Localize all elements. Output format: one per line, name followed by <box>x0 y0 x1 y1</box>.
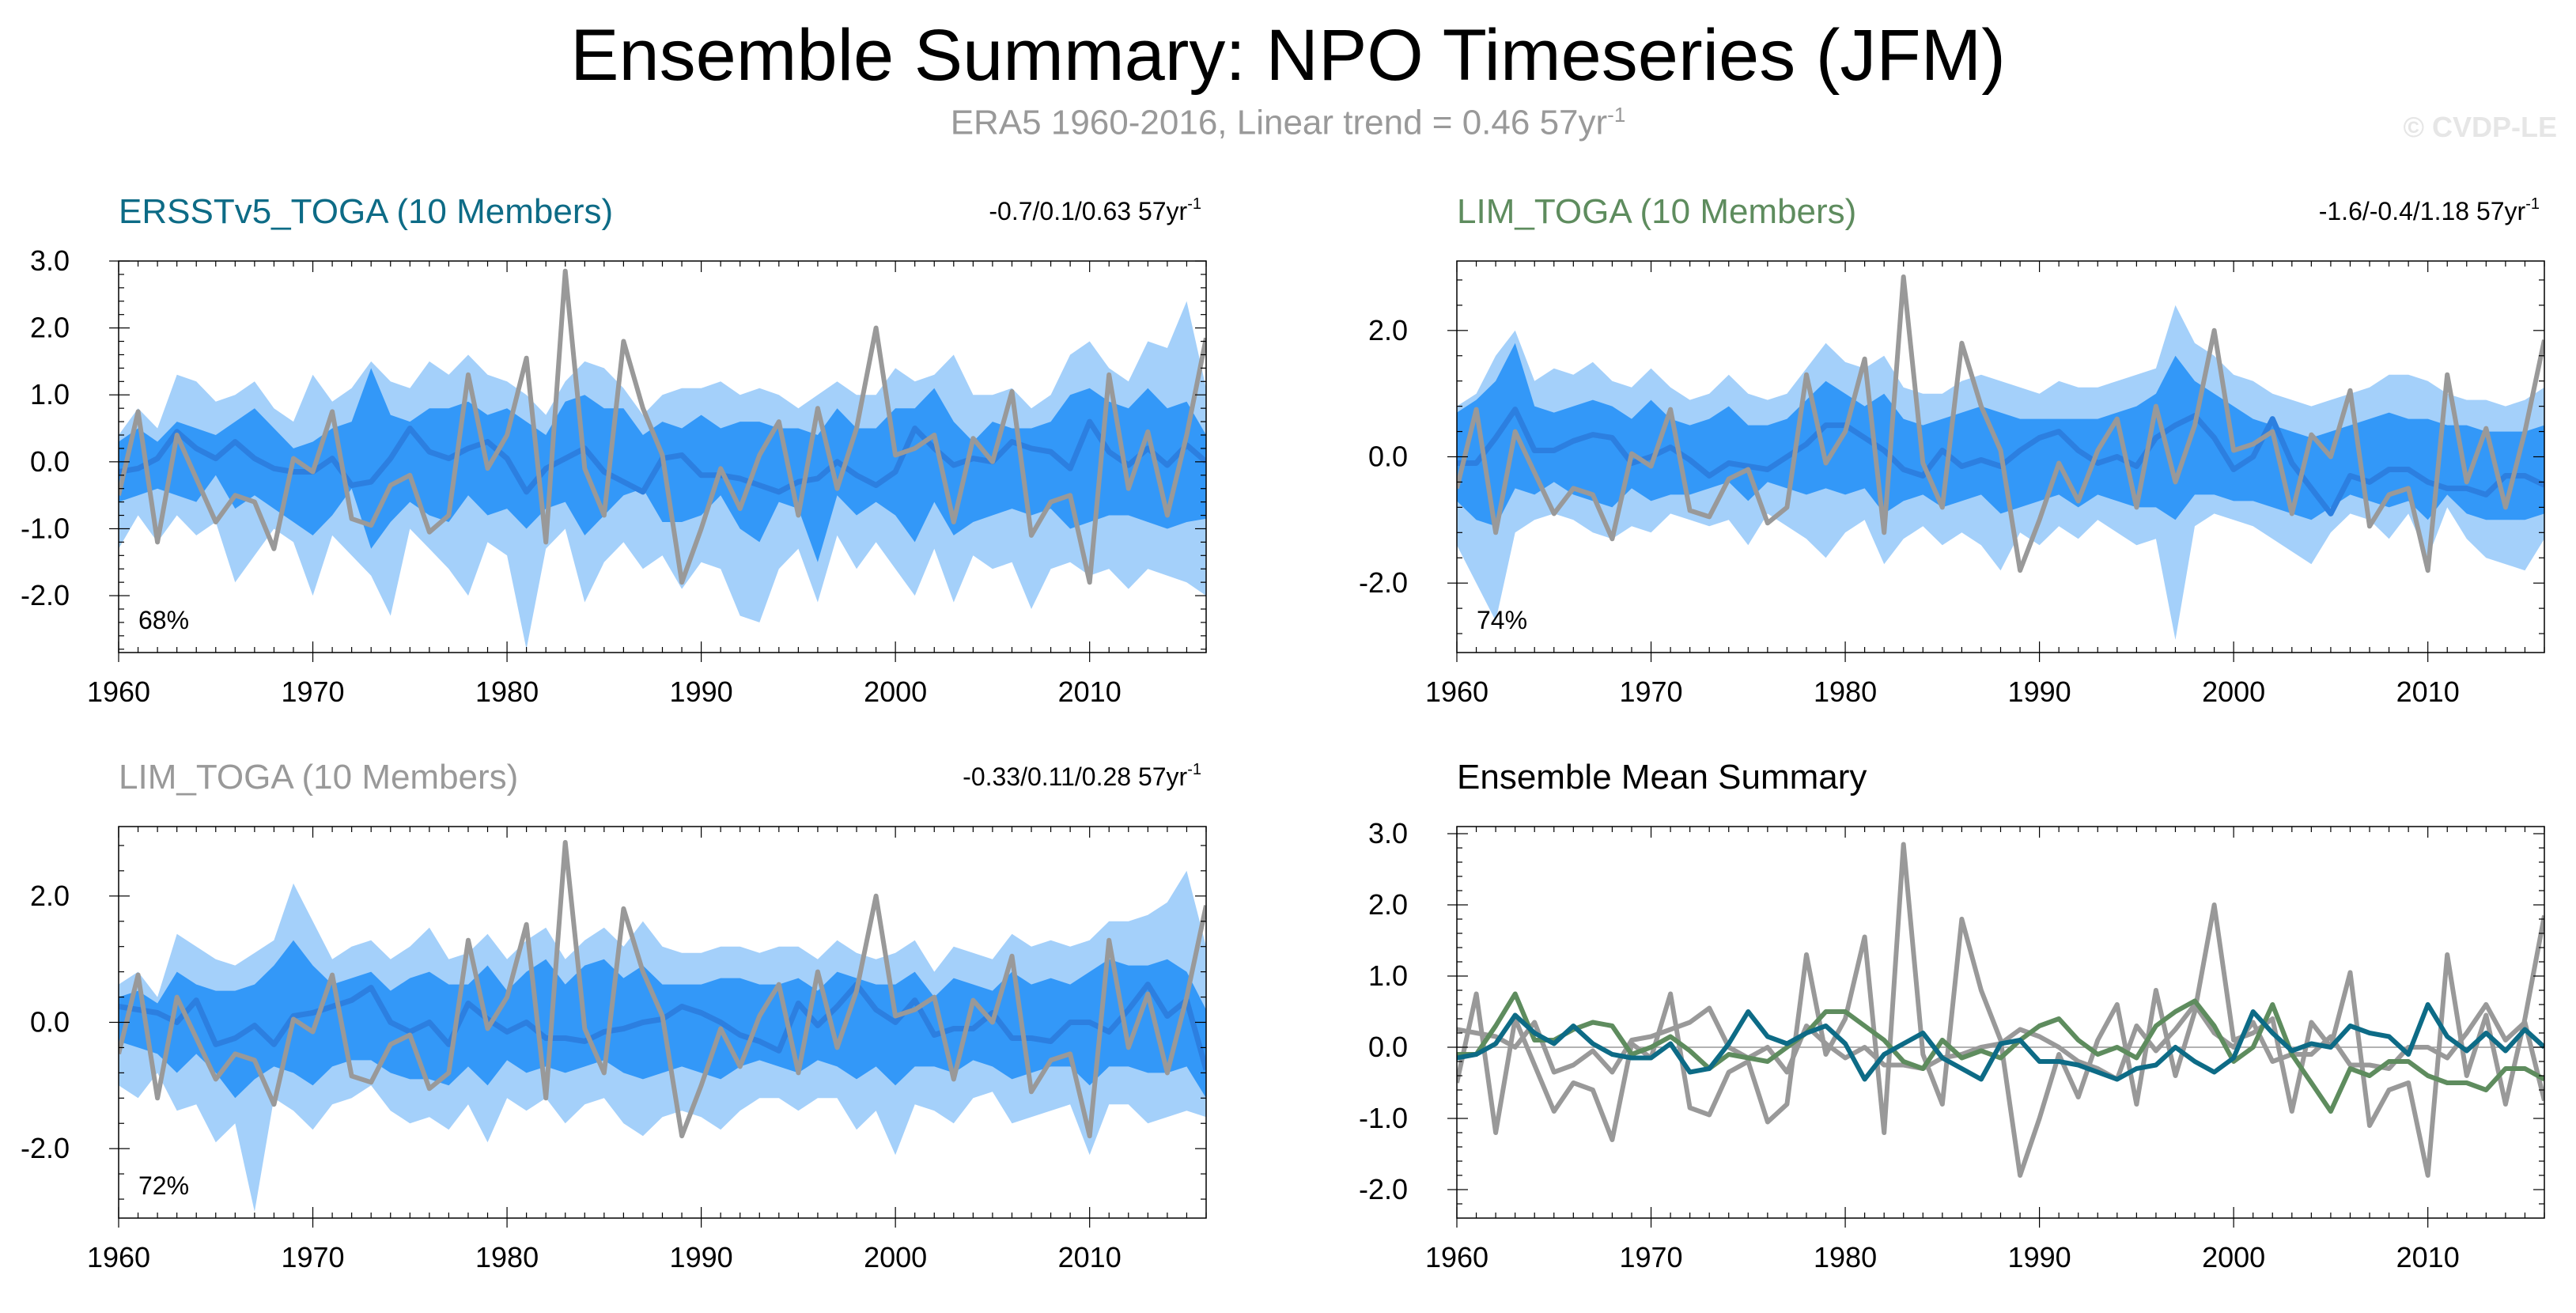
observed-line <box>119 268 1206 585</box>
x-tick-label: 1960 <box>1425 675 1488 708</box>
plot-area <box>1457 274 2544 640</box>
panel-title: Ensemble Mean Summary <box>1457 758 1867 797</box>
x-tick-label: 1970 <box>1619 675 1682 708</box>
y-tick-label: 2.0 <box>30 312 70 344</box>
subtitle-sup: -1 <box>1607 103 1626 127</box>
plot-area <box>119 268 1206 649</box>
y-tick-label: -1.0 <box>21 512 70 544</box>
trend-text: -1.6/-0.4/1.18 57yr <box>2319 197 2526 225</box>
x-tick-label: 1980 <box>475 1241 539 1273</box>
percent-label: 72% <box>138 1171 189 1200</box>
panel-LIM_TOGA_green: LIM_TOGA (10 Members) -1.6/-0.4/1.18 57yr… <box>1359 192 2545 708</box>
x-tick-label: 1990 <box>2008 1241 2071 1273</box>
panel-title: LIM_TOGA (10 Members) <box>119 758 518 797</box>
panel-ERSSTv5_TOGA: ERSSTv5_TOGA (10 Members) -0.7/0.1/0.63 5… <box>21 192 1207 708</box>
panel-title: ERSSTv5_TOGA (10 Members) <box>119 192 613 231</box>
x-tick-label: 2010 <box>1058 1241 1122 1273</box>
x-tick-label: 1990 <box>670 1241 733 1273</box>
observed-line <box>1457 274 2544 573</box>
page-title: Ensemble Summary: NPO Timeseries (JFM) <box>570 15 2006 96</box>
x-tick-label: 2000 <box>864 1241 927 1273</box>
x-tick-label: 1990 <box>670 675 733 708</box>
x-tick-label: 2000 <box>2202 675 2265 708</box>
summary-line-model2 <box>1457 991 2544 1114</box>
x-tick-label: 2010 <box>1058 675 1122 708</box>
y-tick-label: 0.0 <box>30 1006 70 1039</box>
percent-label: 74% <box>1477 606 1527 634</box>
trend-label: -0.33/0.11/0.28 57yr-1 <box>963 761 1201 791</box>
y-tick-label: 2.0 <box>1368 888 1408 921</box>
plot-area <box>1457 842 2544 1178</box>
x-tick-label: 1960 <box>87 1241 150 1273</box>
y-tick-label: -2.0 <box>1359 1173 1408 1205</box>
x-tick-label: 1990 <box>2008 675 2071 708</box>
summary-line-model1 <box>1457 1002 2544 1082</box>
y-tick-label: -2.0 <box>21 579 70 611</box>
panel-ensemble_mean_summary: Ensemble Mean Summary 1960 1970 1980 1990 200… <box>1359 758 2545 1273</box>
x-tick-label: 1970 <box>281 675 344 708</box>
trend-sup: -1 <box>2525 195 2540 213</box>
trend-text: -0.7/0.1/0.63 57yr <box>989 197 1187 225</box>
y-tick-label: 1.0 <box>30 378 70 411</box>
y-tick-label: 0.0 <box>30 445 70 478</box>
y-tick-label: -1.0 <box>1359 1102 1408 1134</box>
x-tick-label: 1970 <box>281 1241 344 1273</box>
trend-text: -0.33/0.11/0.28 57yr <box>963 762 1187 791</box>
x-tick-label: 1960 <box>1425 1241 1488 1273</box>
observed-line <box>119 840 1206 1139</box>
y-tick-label: -2.0 <box>21 1132 70 1164</box>
x-tick-label: 1980 <box>475 675 539 708</box>
copyright-label: © CVDP-LE <box>2403 111 2557 143</box>
x-tick-label: 2000 <box>864 675 927 708</box>
y-tick-label: 2.0 <box>30 880 70 912</box>
trend-sup: -1 <box>1187 761 1201 778</box>
y-tick-label: -2.0 <box>1359 566 1408 599</box>
subtitle: ERA5 1960-2016, Linear trend = 0.46 57yr… <box>0 103 2576 143</box>
trend-label: -0.7/0.1/0.63 57yr-1 <box>989 195 1201 225</box>
panel-title: LIM_TOGA (10 Members) <box>1457 192 1856 231</box>
y-tick-label: 0.0 <box>1368 1031 1408 1063</box>
x-tick-label: 2000 <box>2202 1241 2265 1273</box>
panel-LIM_TOGA_gray: LIM_TOGA (10 Members) -0.33/0.11/0.28 57y… <box>21 758 1207 1273</box>
y-tick-label: 3.0 <box>30 244 70 277</box>
axis-frame <box>1456 826 2545 1219</box>
x-tick-label: 1980 <box>1814 675 1877 708</box>
x-tick-label: 2010 <box>2396 1241 2460 1273</box>
x-tick-label: 1980 <box>1814 1241 1877 1273</box>
y-tick-label: 2.0 <box>1368 314 1408 346</box>
percent-label: 68% <box>138 606 189 634</box>
trend-sup: -1 <box>1187 195 1201 213</box>
y-tick-label: 0.0 <box>1368 441 1408 473</box>
x-tick-label: 1960 <box>87 675 150 708</box>
summary-line-obs <box>1457 842 2544 1178</box>
plot-area <box>119 840 1206 1212</box>
y-tick-label: 1.0 <box>1368 959 1408 992</box>
trend-label: -1.6/-0.4/1.18 57yr-1 <box>2319 195 2540 225</box>
x-tick-label: 1970 <box>1619 1241 1682 1273</box>
subtitle-text: ERA5 1960-2016, Linear trend = 0.46 57yr <box>950 103 1608 142</box>
y-tick-label: 3.0 <box>1368 817 1408 849</box>
x-tick-label: 2010 <box>2396 675 2460 708</box>
